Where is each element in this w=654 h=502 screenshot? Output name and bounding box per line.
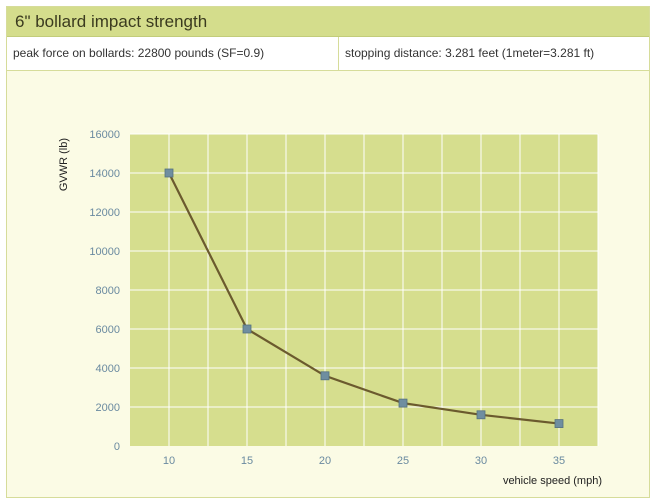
- panel-title: 6" bollard impact strength: [7, 7, 649, 37]
- y-axis-title: GVWR (lb): [58, 138, 70, 191]
- data-point: [398, 398, 408, 408]
- series-line: [168, 172, 560, 425]
- y-tick-label: 10000: [89, 246, 120, 258]
- y-tick-label: 2000: [96, 402, 120, 414]
- data-point: [164, 168, 174, 178]
- x-tick-label: 30: [475, 455, 487, 467]
- x-tick-label: 25: [397, 455, 409, 467]
- y-tick-label: 8000: [96, 285, 120, 297]
- parameter-row: peak force on bollards: 22800 pounds (SF…: [7, 37, 649, 71]
- peak-force-label: peak force on bollards: 22800 pounds (SF…: [7, 37, 339, 70]
- y-tick-label: 16000: [89, 129, 120, 141]
- y-tick-label: 6000: [96, 324, 120, 336]
- x-tick-label: 15: [241, 455, 253, 467]
- x-tick-label: 10: [163, 455, 175, 467]
- stopping-distance-label: stopping distance: 3.281 feet (1meter=3.…: [345, 46, 595, 60]
- y-tick-label: 4000: [96, 363, 120, 375]
- x-tick-label: 35: [553, 455, 565, 467]
- y-tick-label: 12000: [89, 207, 120, 219]
- x-axis-title: vehicle speed (mph): [503, 475, 602, 487]
- y-tick-label: 14000: [89, 168, 120, 180]
- data-point: [320, 371, 330, 381]
- y-tick-label: 0: [114, 441, 120, 453]
- data-point: [476, 410, 486, 420]
- data-point: [554, 419, 564, 428]
- data-point: [242, 324, 252, 334]
- x-tick-label: 20: [319, 455, 331, 467]
